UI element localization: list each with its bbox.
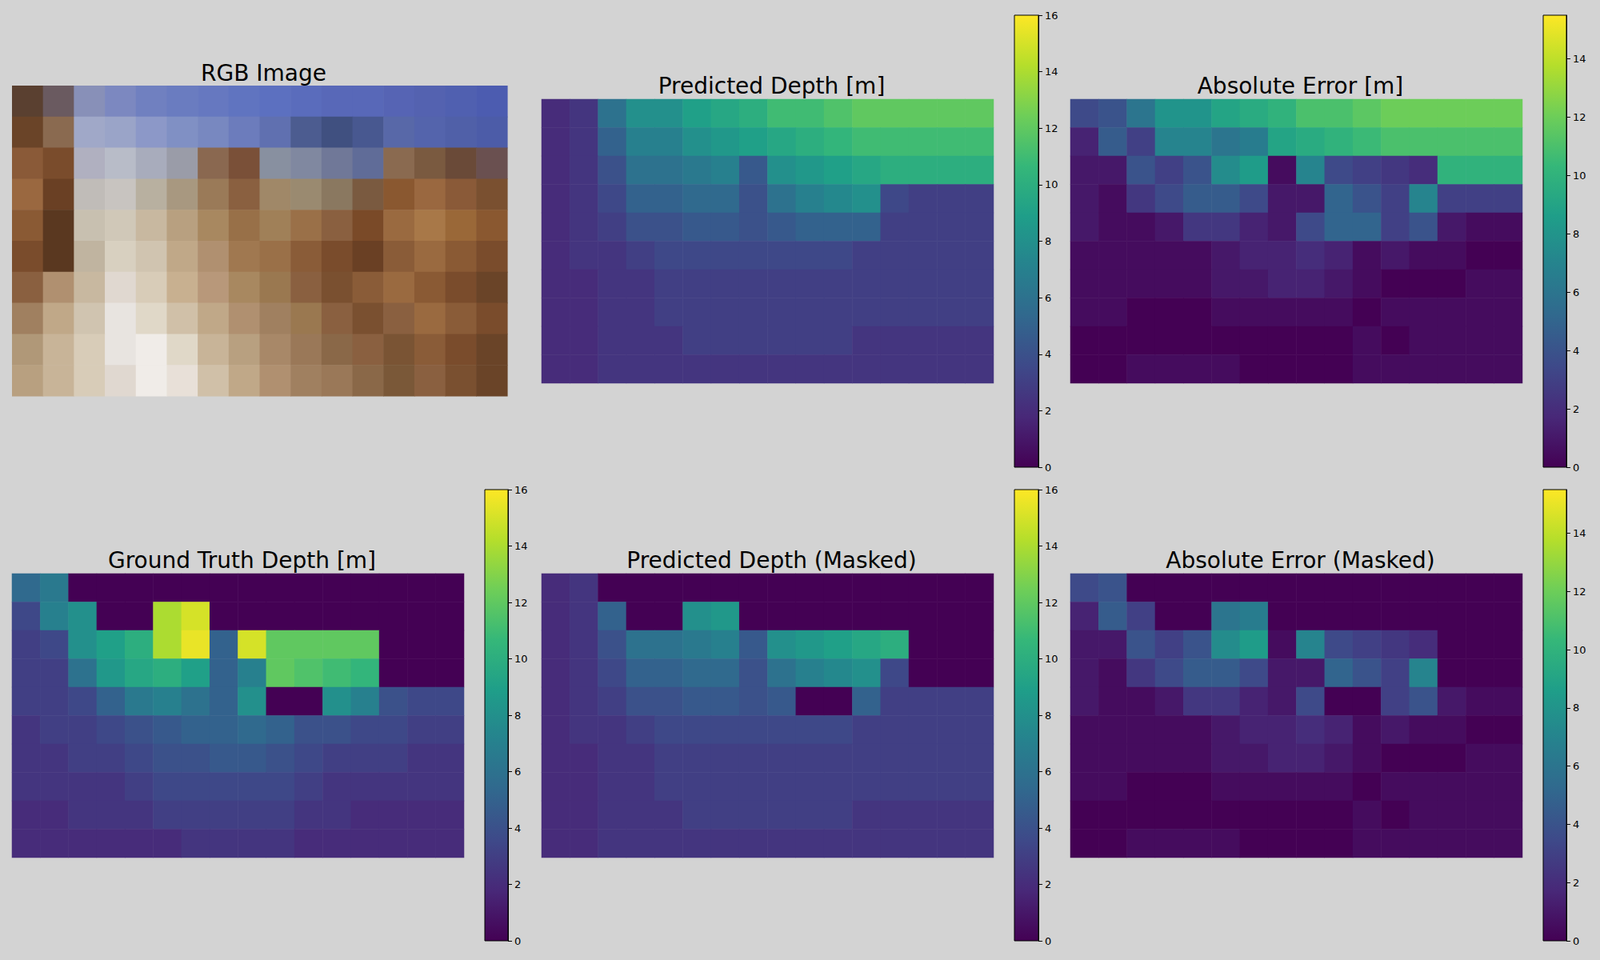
- svg-text:2: 2: [514, 878, 521, 891]
- svg-text:10: 10: [1572, 644, 1587, 656]
- svg-text:12: 12: [1044, 596, 1059, 609]
- svg-text:10: 10: [1572, 169, 1587, 182]
- svg-text:14: 14: [514, 540, 528, 552]
- svg-text:2: 2: [1572, 876, 1580, 889]
- svg-text:12: 12: [1044, 122, 1059, 135]
- svg-text:2: 2: [1572, 403, 1580, 416]
- svg-text:8: 8: [1044, 235, 1052, 248]
- svg-text:12: 12: [514, 596, 528, 609]
- svg-text:8: 8: [1572, 228, 1580, 240]
- svg-text:Absolute Error (Masked): Absolute Error (Masked): [1165, 547, 1435, 574]
- svg-text:4: 4: [514, 822, 521, 835]
- svg-text:6: 6: [1044, 765, 1052, 778]
- svg-text:16: 16: [1044, 484, 1059, 496]
- svg-text:4: 4: [1572, 818, 1580, 831]
- svg-text:6: 6: [514, 765, 521, 778]
- svg-text:8: 8: [514, 709, 521, 722]
- svg-text:0: 0: [1044, 461, 1052, 474]
- svg-text:6: 6: [1572, 286, 1580, 299]
- svg-text:6: 6: [1572, 760, 1580, 772]
- svg-text:Ground Truth Depth [m]: Ground Truth Depth [m]: [108, 547, 376, 574]
- svg-text:10: 10: [1044, 178, 1059, 191]
- svg-text:14: 14: [1044, 540, 1059, 552]
- svg-text:14: 14: [1044, 65, 1059, 78]
- svg-text:14: 14: [1572, 52, 1587, 65]
- svg-text:Absolute Error [m]: Absolute Error [m]: [1197, 72, 1404, 100]
- svg-text:12: 12: [1572, 585, 1587, 598]
- svg-text:10: 10: [1044, 652, 1059, 665]
- svg-text:14: 14: [1572, 527, 1587, 540]
- svg-text:16: 16: [514, 484, 528, 496]
- svg-text:8: 8: [1572, 701, 1580, 714]
- svg-text:10: 10: [514, 652, 528, 665]
- svg-text:12: 12: [1572, 111, 1587, 124]
- svg-text:4: 4: [1572, 344, 1580, 357]
- svg-text:0: 0: [1044, 935, 1052, 948]
- svg-text:2: 2: [1044, 878, 1052, 891]
- svg-text:RGB Image: RGB Image: [200, 60, 327, 87]
- svg-text:4: 4: [1044, 822, 1052, 835]
- svg-text:6: 6: [1044, 292, 1052, 304]
- svg-text:0: 0: [1572, 935, 1580, 948]
- svg-text:0: 0: [1572, 461, 1580, 474]
- svg-text:16: 16: [1044, 9, 1059, 22]
- svg-text:0: 0: [514, 935, 521, 948]
- svg-text:4: 4: [1044, 348, 1052, 360]
- svg-text:2: 2: [1044, 404, 1052, 417]
- svg-text:Predicted Depth (Masked): Predicted Depth (Masked): [626, 547, 917, 574]
- svg-text:8: 8: [1044, 709, 1052, 722]
- svg-text:Predicted Depth [m]: Predicted Depth [m]: [658, 72, 886, 100]
